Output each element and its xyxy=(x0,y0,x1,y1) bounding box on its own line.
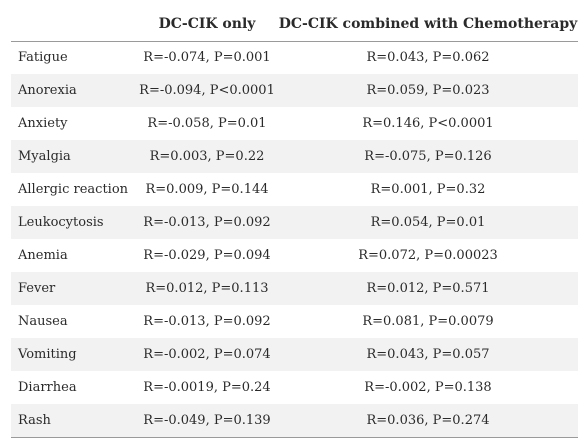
header-blank xyxy=(11,7,136,42)
row-label: Nausea xyxy=(18,314,68,329)
table-row: Anemia R=-0.029, P=0.094 R=0.072, P=0.00… xyxy=(11,239,578,272)
table-row: Anorexia R=-0.094, P<0.0001 R=0.059, P=0… xyxy=(11,74,578,107)
table-row: Fatigue R=-0.074, P=0.001 R=0.043, P=0.0… xyxy=(11,41,578,74)
row-label: Fever xyxy=(18,281,56,296)
combined-value: R=0.043, P=0.062 xyxy=(366,50,490,66)
row-label: Myalgia xyxy=(18,149,71,164)
correlation-table: DC-CIK only DC-CIK combined with Chemoth… xyxy=(11,7,578,438)
row-label: Rash xyxy=(11,404,136,438)
row-label: Fatigue xyxy=(18,50,68,66)
row-label: Vomiting xyxy=(18,347,77,362)
header-dc-cik-combined: DC-CIK combined with Chemotherapy xyxy=(278,7,578,42)
combined-value: R=0.043, P=0.057 xyxy=(366,347,490,362)
row-label: Anxiety xyxy=(18,116,68,131)
dc-cik-value: R=-0.094, P<0.0001 xyxy=(139,83,275,98)
combined-value: R=-0.002, P=0.138 xyxy=(364,380,492,395)
table-row: Allergic reaction R=0.009, P=0.144 R=0.0… xyxy=(11,173,578,206)
dc-cik-value: R=0.003, P=0.22 xyxy=(149,149,265,164)
table-row: Nausea R=-0.013, P=0.092 R=0.081, P=0.00… xyxy=(11,305,578,338)
dc-cik-value: R=-0.013, P=0.092 xyxy=(143,215,271,230)
row-label: Allergic reaction xyxy=(18,182,129,197)
table-row: Anxiety R=-0.058, P=0.01 R=0.146, P<0.00… xyxy=(11,107,578,140)
dc-cik-value: R=-0.0019, P=0.24 xyxy=(143,380,271,395)
combined-value: R=0.001, P=0.32 xyxy=(370,182,486,197)
table-row: Leukocytosis R=-0.013, P=0.092 R=0.054, … xyxy=(11,206,578,239)
dc-cik-value: R=-0.013, P=0.092 xyxy=(143,314,271,329)
correlation-table-container: DC-CIK only DC-CIK combined with Chemoth… xyxy=(11,7,578,438)
combined-value: R=0.081, P=0.0079 xyxy=(362,314,494,329)
table-row: Fever R=0.012, P=0.113 R=0.012, P=0.571 xyxy=(11,272,578,305)
dc-cik-value: R=0.012, P=0.113 xyxy=(145,281,269,296)
table-row: Myalgia R=0.003, P=0.22 R=-0.075, P=0.12… xyxy=(11,140,578,173)
dc-cik-value: R=-0.049, P=0.139 xyxy=(136,404,278,438)
header-dc-cik-only: DC-CIK only xyxy=(136,7,278,42)
combined-value: R=0.059, P=0.023 xyxy=(366,83,490,98)
table-row: Rash R=-0.049, P=0.139 R=0.036, P=0.274 xyxy=(11,404,578,438)
combined-value: R=0.146, P<0.0001 xyxy=(362,116,494,131)
dc-cik-value: R=-0.058, P=0.01 xyxy=(147,116,267,131)
combined-value: R=0.054, P=0.01 xyxy=(370,215,486,230)
combined-value: R=0.036, P=0.274 xyxy=(278,404,578,438)
combined-value: R=-0.075, P=0.126 xyxy=(364,149,492,164)
combined-value: R=0.012, P=0.571 xyxy=(366,281,490,296)
table-row: Diarrhea R=-0.0019, P=0.24 R=-0.002, P=0… xyxy=(11,371,578,404)
dc-cik-value: R=-0.002, P=0.074 xyxy=(143,347,271,362)
row-label: Diarrhea xyxy=(18,380,77,395)
row-label: Anorexia xyxy=(18,83,77,98)
dc-cik-value: R=-0.074, P=0.001 xyxy=(143,50,271,66)
combined-value: R=0.072, P=0.00023 xyxy=(358,248,498,263)
dc-cik-value: R=-0.029, P=0.094 xyxy=(143,248,271,263)
dc-cik-value: R=0.009, P=0.144 xyxy=(145,182,269,197)
row-label: Leukocytosis xyxy=(18,215,104,230)
row-label: Anemia xyxy=(18,248,68,263)
table-header-row: DC-CIK only DC-CIK combined with Chemoth… xyxy=(11,7,578,42)
table-row: Vomiting R=-0.002, P=0.074 R=0.043, P=0.… xyxy=(11,338,578,371)
